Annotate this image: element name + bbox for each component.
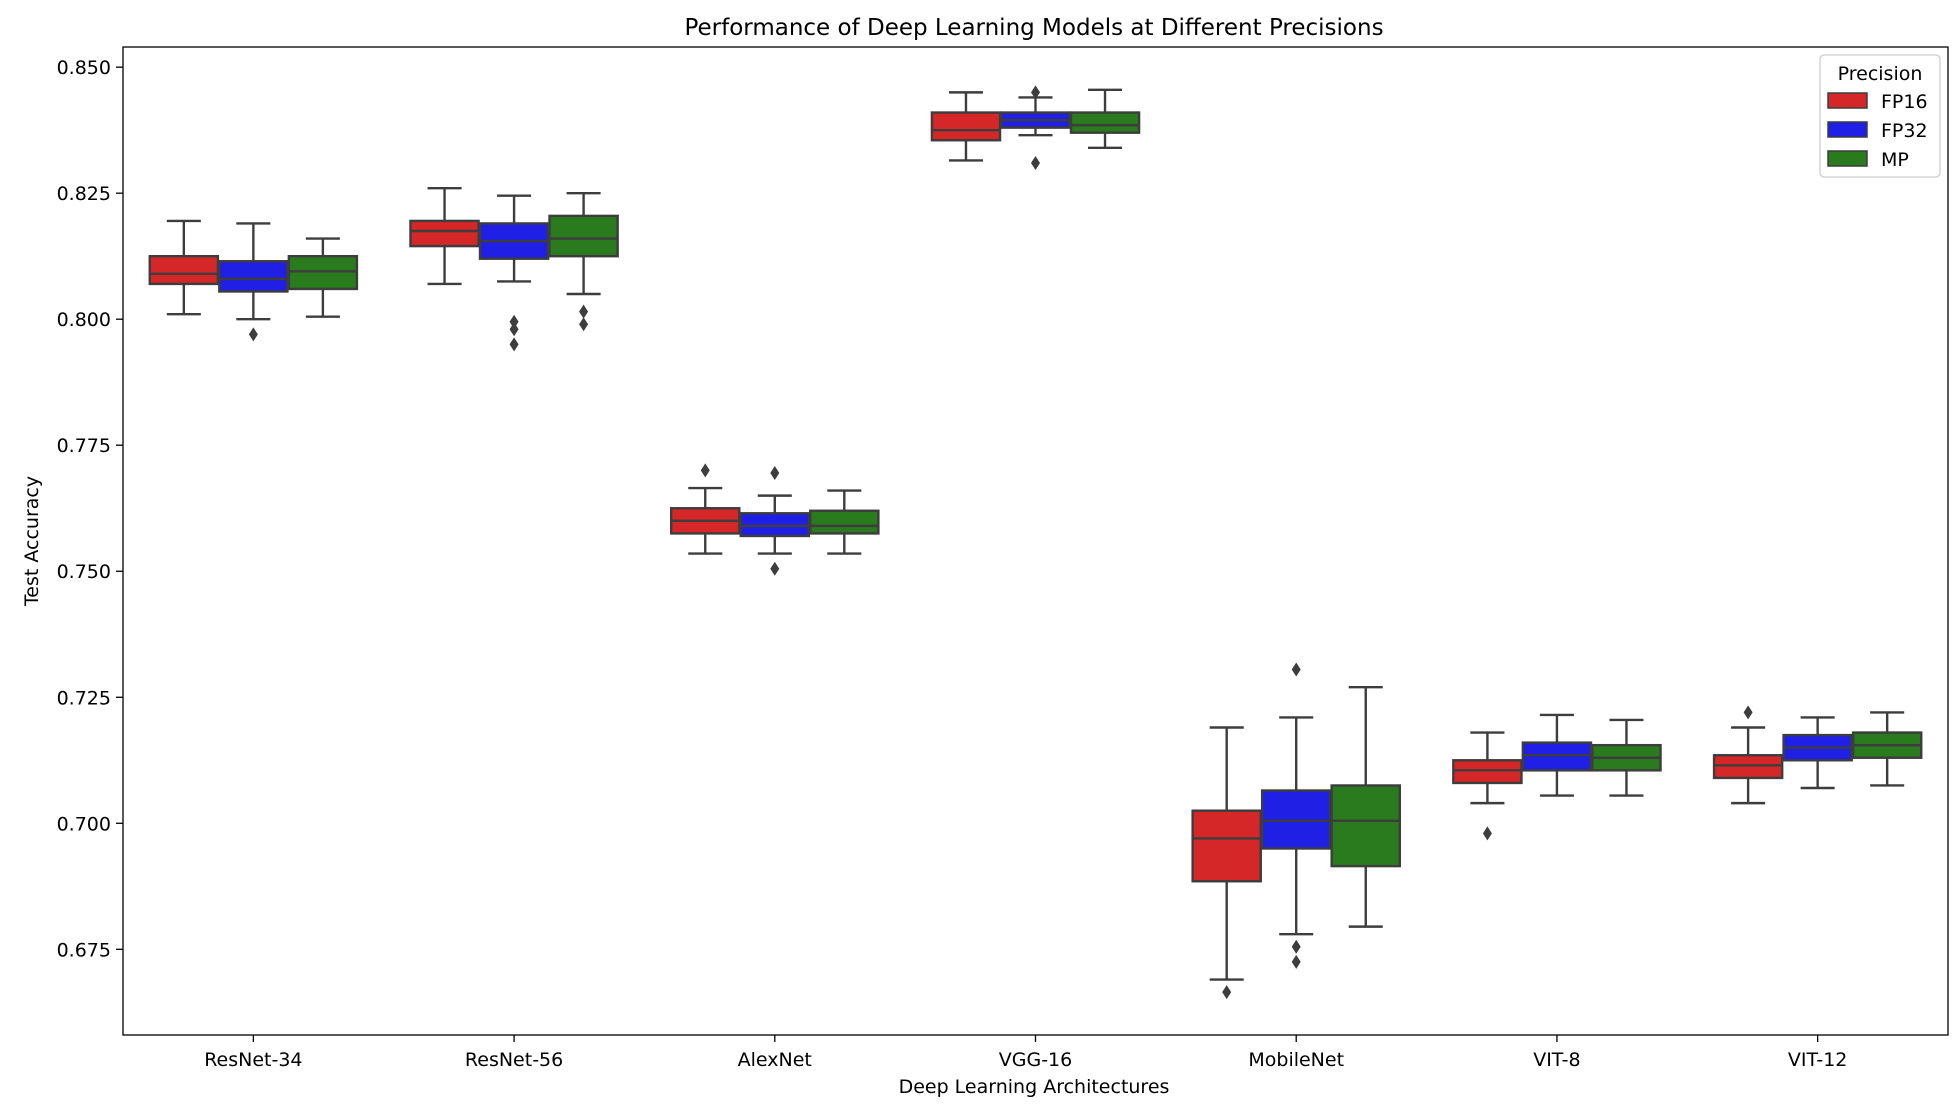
y-tick-label: 0.675 [57, 939, 111, 961]
legend-swatch-mp [1827, 150, 1868, 167]
y-tick-label: 0.800 [57, 309, 111, 331]
y-tick-label: 0.850 [57, 57, 111, 79]
y-tick-label: 0.775 [57, 435, 111, 457]
legend-swatch-fp32 [1827, 121, 1868, 138]
box-fp16 [1452, 759, 1523, 785]
outlier-point [1743, 705, 1753, 720]
box-fp16 [409, 219, 480, 248]
legend-label-fp32: FP32 [1881, 120, 1928, 142]
box-mp [287, 254, 359, 291]
x-axis: ResNet-34 ResNet-56 AlexNet VGG-16 MobileNet… [204, 1035, 1847, 1071]
box-mp [1330, 784, 1402, 868]
series-fp32 [218, 85, 1853, 969]
legend-swatch-fp16 [1827, 92, 1868, 109]
plot-frame [122, 46, 1949, 1036]
legend-title: Precision [1838, 63, 1923, 85]
y-tick-label: 0.750 [57, 561, 111, 583]
legend-frame [1819, 54, 1941, 178]
outlier-point [1482, 826, 1492, 841]
outlier-point [509, 322, 519, 337]
outlier-point [1031, 155, 1040, 170]
x-tick-label: MobileNet [1248, 1049, 1344, 1071]
y-axis-label: Test Accuracy [21, 476, 43, 607]
box-mp [548, 214, 619, 258]
chart-title: Performance of Deep Learning Models at D… [684, 15, 1383, 41]
box-plot-series [148, 85, 1923, 1000]
legend: Precision FP16 FP32 MP [1819, 54, 1941, 178]
x-axis-label: Deep Learning Architectures [899, 1076, 1170, 1098]
outlier-point [579, 317, 589, 332]
outlier-point [1291, 662, 1301, 677]
box-fp16 [1712, 754, 1784, 780]
series-fp16 [148, 91, 1784, 1000]
outlier-point [509, 337, 519, 352]
outlier-point [1291, 954, 1301, 969]
x-tick-label: ResNet-56 [465, 1049, 563, 1071]
outlier-point [1291, 939, 1301, 954]
box-fp32 [1260, 789, 1332, 850]
x-tick-label: VIT-8 [1533, 1049, 1580, 1071]
y-axis: 0.675 0.700 0.725 0.750 0.775 0.800 0.825 0.850 [57, 57, 123, 961]
outlier-point [509, 314, 519, 329]
outlier-point [700, 463, 710, 478]
series-mp [287, 88, 1923, 928]
box-fp16 [930, 111, 1002, 142]
y-tick-label: 0.825 [57, 183, 111, 205]
outlier-point [1031, 85, 1040, 100]
legend-label-mp: MP [1881, 149, 1909, 171]
y-tick-label: 0.700 [57, 813, 111, 835]
x-tick-label: ResNet-34 [204, 1049, 302, 1071]
x-tick-label: VIT-12 [1788, 1049, 1848, 1071]
box-fp32 [739, 512, 811, 538]
outlier-point [770, 465, 780, 480]
outlier-point [248, 327, 258, 342]
box-fp16 [148, 254, 220, 286]
legend-label-fp16: FP16 [1881, 91, 1928, 113]
outlier-point [579, 304, 589, 319]
box-fp32 [1521, 741, 1593, 772]
box-fp32 [218, 260, 289, 293]
x-tick-label: VGG-16 [999, 1049, 1072, 1071]
x-tick-label: AlexNet [738, 1049, 812, 1071]
box-fp16 [1191, 809, 1262, 883]
y-tick-label: 0.725 [57, 687, 111, 709]
box-mp [809, 509, 880, 535]
outlier-point [1222, 985, 1232, 1000]
box-mp [1069, 111, 1141, 134]
outlier-point [770, 561, 780, 576]
